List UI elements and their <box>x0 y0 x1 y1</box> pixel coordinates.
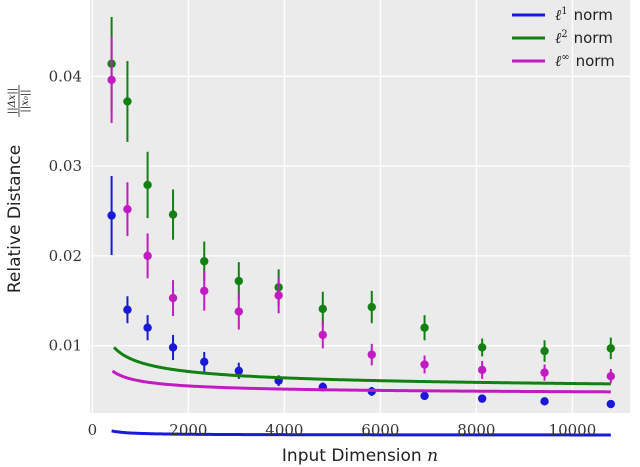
legend-name: norm <box>574 6 613 24</box>
y-axis-fraction-denominator: ||x₀|| <box>20 89 31 112</box>
data-point <box>200 286 209 296</box>
data-point <box>540 346 549 356</box>
data-point <box>274 291 283 300</box>
legend-name: norm <box>576 52 615 70</box>
legend-math: ℓ <box>555 6 561 24</box>
data-point <box>168 343 178 352</box>
data-point <box>318 330 327 340</box>
data-point <box>606 344 615 353</box>
data-point <box>107 211 116 220</box>
data-point <box>143 323 152 332</box>
y-tick-label: 0.02 <box>49 247 82 265</box>
data-point <box>606 399 615 409</box>
data-point <box>234 307 243 316</box>
legend-label: ℓ1 norm <box>555 6 613 24</box>
series-3 <box>107 36 615 394</box>
legend-math: ℓ <box>555 52 561 70</box>
y-tick-label: 0.01 <box>49 337 82 355</box>
y-tick-label: 0.03 <box>49 157 82 175</box>
data-point <box>367 302 376 312</box>
x-tick-label: 0 <box>88 421 98 439</box>
data-point <box>200 257 209 266</box>
legend-name: norm <box>574 29 613 47</box>
x-axis-title: Input Dimension n <box>282 446 438 466</box>
data-point <box>367 350 376 359</box>
y-tick-label: 0.04 <box>49 67 82 85</box>
x-axis-title-var: n <box>427 446 438 466</box>
x-tick-label: 8000 <box>457 421 495 439</box>
data-point <box>123 204 132 214</box>
y-axis-title-text: Relative Distance <box>5 145 25 293</box>
x-tick-label: 6000 <box>361 421 399 439</box>
tick-labels: 0 2000 4000 6000 8000 10000 0.01 0.02 0.03 0.04 <box>49 67 597 439</box>
data-point <box>123 305 132 314</box>
data-point <box>318 304 327 314</box>
data-point <box>200 357 209 367</box>
x-tick-label: 4000 <box>265 421 303 439</box>
data-point <box>477 343 487 352</box>
x-tick-label: 10000 <box>549 421 597 439</box>
legend-sup: ∞ <box>561 52 569 63</box>
data-point <box>477 365 487 375</box>
legend-label: ℓ∞ norm <box>555 52 615 70</box>
data-point <box>420 360 429 369</box>
series-layer <box>107 17 615 437</box>
y-axis-fraction-numerator: ||Δx|| <box>7 88 18 114</box>
series-3-fit-line <box>111 369 611 394</box>
series-1 <box>107 175 615 437</box>
legend-label: ℓ2 norm <box>555 29 613 47</box>
x-tick-label: 2000 <box>169 421 207 439</box>
data-point <box>107 75 116 85</box>
x-axis-title-text: Input Dimension <box>282 446 422 466</box>
legend-sup: 1 <box>561 6 567 17</box>
data-point <box>420 391 429 401</box>
grid <box>90 0 630 413</box>
y-axis-title: Relative Distance ||Δx|| ||x₀|| <box>5 85 31 293</box>
data-point <box>168 293 178 303</box>
data-point <box>234 276 243 286</box>
series-1-fit-line <box>111 429 611 437</box>
series-2-fit-line <box>112 346 611 386</box>
data-point <box>606 371 615 381</box>
plot-background <box>90 0 630 413</box>
data-point <box>540 397 549 406</box>
data-point <box>168 210 178 219</box>
data-point <box>420 323 429 332</box>
data-point <box>143 251 152 261</box>
legend-sup: 2 <box>561 29 567 40</box>
data-point <box>234 366 243 376</box>
data-point <box>143 180 152 190</box>
legend-math: ℓ <box>555 29 561 47</box>
data-point <box>477 394 487 403</box>
data-point <box>540 368 549 377</box>
data-point <box>123 97 132 106</box>
